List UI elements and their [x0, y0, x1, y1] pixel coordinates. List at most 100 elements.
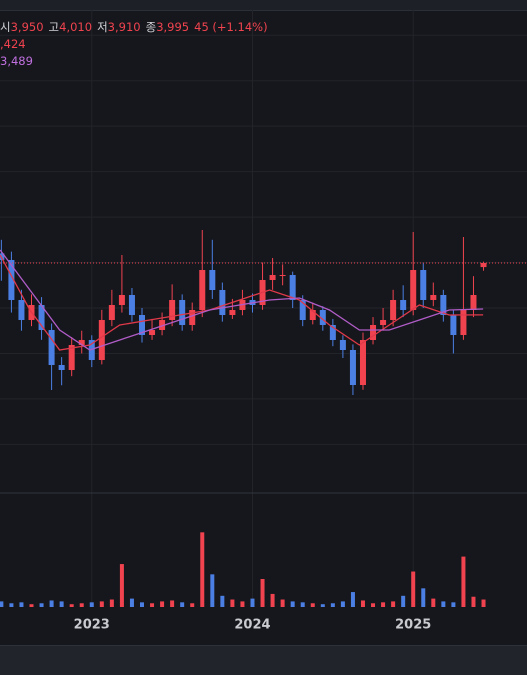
candle-body [8, 260, 15, 300]
candle-body [78, 340, 85, 345]
volume-bar [190, 603, 195, 607]
volume-bar [99, 601, 104, 607]
volume-bar [280, 599, 285, 607]
candle-body [149, 330, 156, 335]
ma2-legend: 3,489 [0, 54, 33, 68]
ohlc-legend: 시3,950 고4,010 저3,910 종3,995 45 (+1.14%) [0, 19, 268, 35]
volume-bar [240, 601, 245, 607]
candle-body [319, 310, 326, 325]
candle-body [370, 325, 377, 340]
volume-bar [360, 600, 365, 607]
x-tick-label: 2024 [234, 618, 270, 633]
volume-bar [9, 603, 14, 607]
volume-bar [401, 595, 406, 607]
candle-body [159, 320, 166, 330]
candle-body [410, 270, 417, 310]
volume-bar [160, 601, 165, 607]
ohlc-label: 시 [0, 20, 11, 34]
volume-bar [411, 571, 416, 607]
moving-average [0, 254, 484, 351]
candle-body [450, 315, 457, 335]
candle-body [480, 263, 487, 268]
volume-bar [350, 592, 355, 607]
volume-bar [119, 564, 124, 607]
candle-body [179, 300, 186, 325]
volume-bar [49, 600, 54, 607]
volume-bar [150, 603, 155, 607]
volume-bar [391, 601, 396, 607]
volume-bar [59, 601, 64, 607]
volume-bar [431, 598, 436, 607]
volume-bar [69, 604, 74, 607]
candle-body [68, 345, 75, 370]
x-tick-label: 2023 [74, 618, 110, 633]
candle-body [38, 305, 45, 330]
candle-body [58, 365, 65, 370]
candle-body [138, 315, 145, 335]
candle-body [18, 300, 25, 320]
volume-bar [0, 601, 4, 607]
volume-bar [381, 602, 386, 607]
candle-body [309, 310, 316, 320]
volume-bar [250, 598, 255, 607]
volume-bar [139, 602, 144, 607]
candle-body [199, 270, 206, 310]
candle-body [400, 300, 407, 310]
candle-body [279, 275, 286, 276]
candle-body [329, 325, 336, 340]
volume-bar [270, 593, 275, 607]
volume-bar [230, 599, 235, 607]
candle-body [359, 340, 366, 385]
candle-body [48, 330, 55, 365]
volume-bar [461, 556, 466, 607]
candle-body [169, 300, 176, 320]
volume-bar [340, 601, 345, 607]
volume-bar [260, 579, 265, 607]
volume-bar [481, 599, 486, 607]
top-bar [0, 0, 527, 11]
volume-bar [290, 601, 295, 607]
volume-bar [371, 603, 376, 607]
volume-bar [300, 602, 305, 607]
candle-body [98, 320, 105, 360]
ma1-value: ,424 [0, 37, 26, 51]
ohlc-value: 4,010 [59, 20, 93, 34]
candle-body [460, 310, 467, 335]
ohlc-label: 종 [145, 20, 157, 34]
candle-body [269, 275, 276, 280]
volume-bar [441, 601, 446, 607]
candle-body [128, 295, 135, 315]
volume-bar [220, 595, 225, 607]
candle-body [390, 300, 397, 320]
volume-bar [210, 574, 215, 607]
candle-body [349, 350, 356, 385]
volume-bar [310, 603, 315, 607]
volume-bar [79, 603, 84, 607]
volume-bar [320, 604, 325, 607]
volume-bar [180, 602, 185, 607]
candle-body [470, 295, 477, 310]
candle-body [189, 310, 196, 325]
candle-body [0, 253, 5, 260]
candle-body [108, 305, 115, 320]
candle-body [289, 275, 296, 300]
change-value: 45 (+1.14%) [194, 20, 268, 34]
volume-bar [170, 600, 175, 607]
candle-body [380, 320, 387, 325]
candle-body [339, 340, 346, 350]
x-tick-label: 2025 [395, 618, 431, 633]
volume-bar [89, 602, 94, 607]
candle-body [209, 270, 216, 290]
ma2-value: 3,489 [0, 54, 33, 68]
ohlc-value: 3,950 [10, 20, 44, 34]
ohlc-label: 저 [97, 20, 108, 34]
candle-body [299, 300, 306, 320]
ma1-legend: ,424 [0, 37, 26, 51]
candle-body [440, 295, 447, 315]
ohlc-value: 3,910 [107, 20, 141, 34]
volume-bar [330, 603, 335, 607]
candle-body [118, 295, 125, 305]
volume-bar [451, 602, 456, 607]
volume-bar [19, 602, 24, 607]
